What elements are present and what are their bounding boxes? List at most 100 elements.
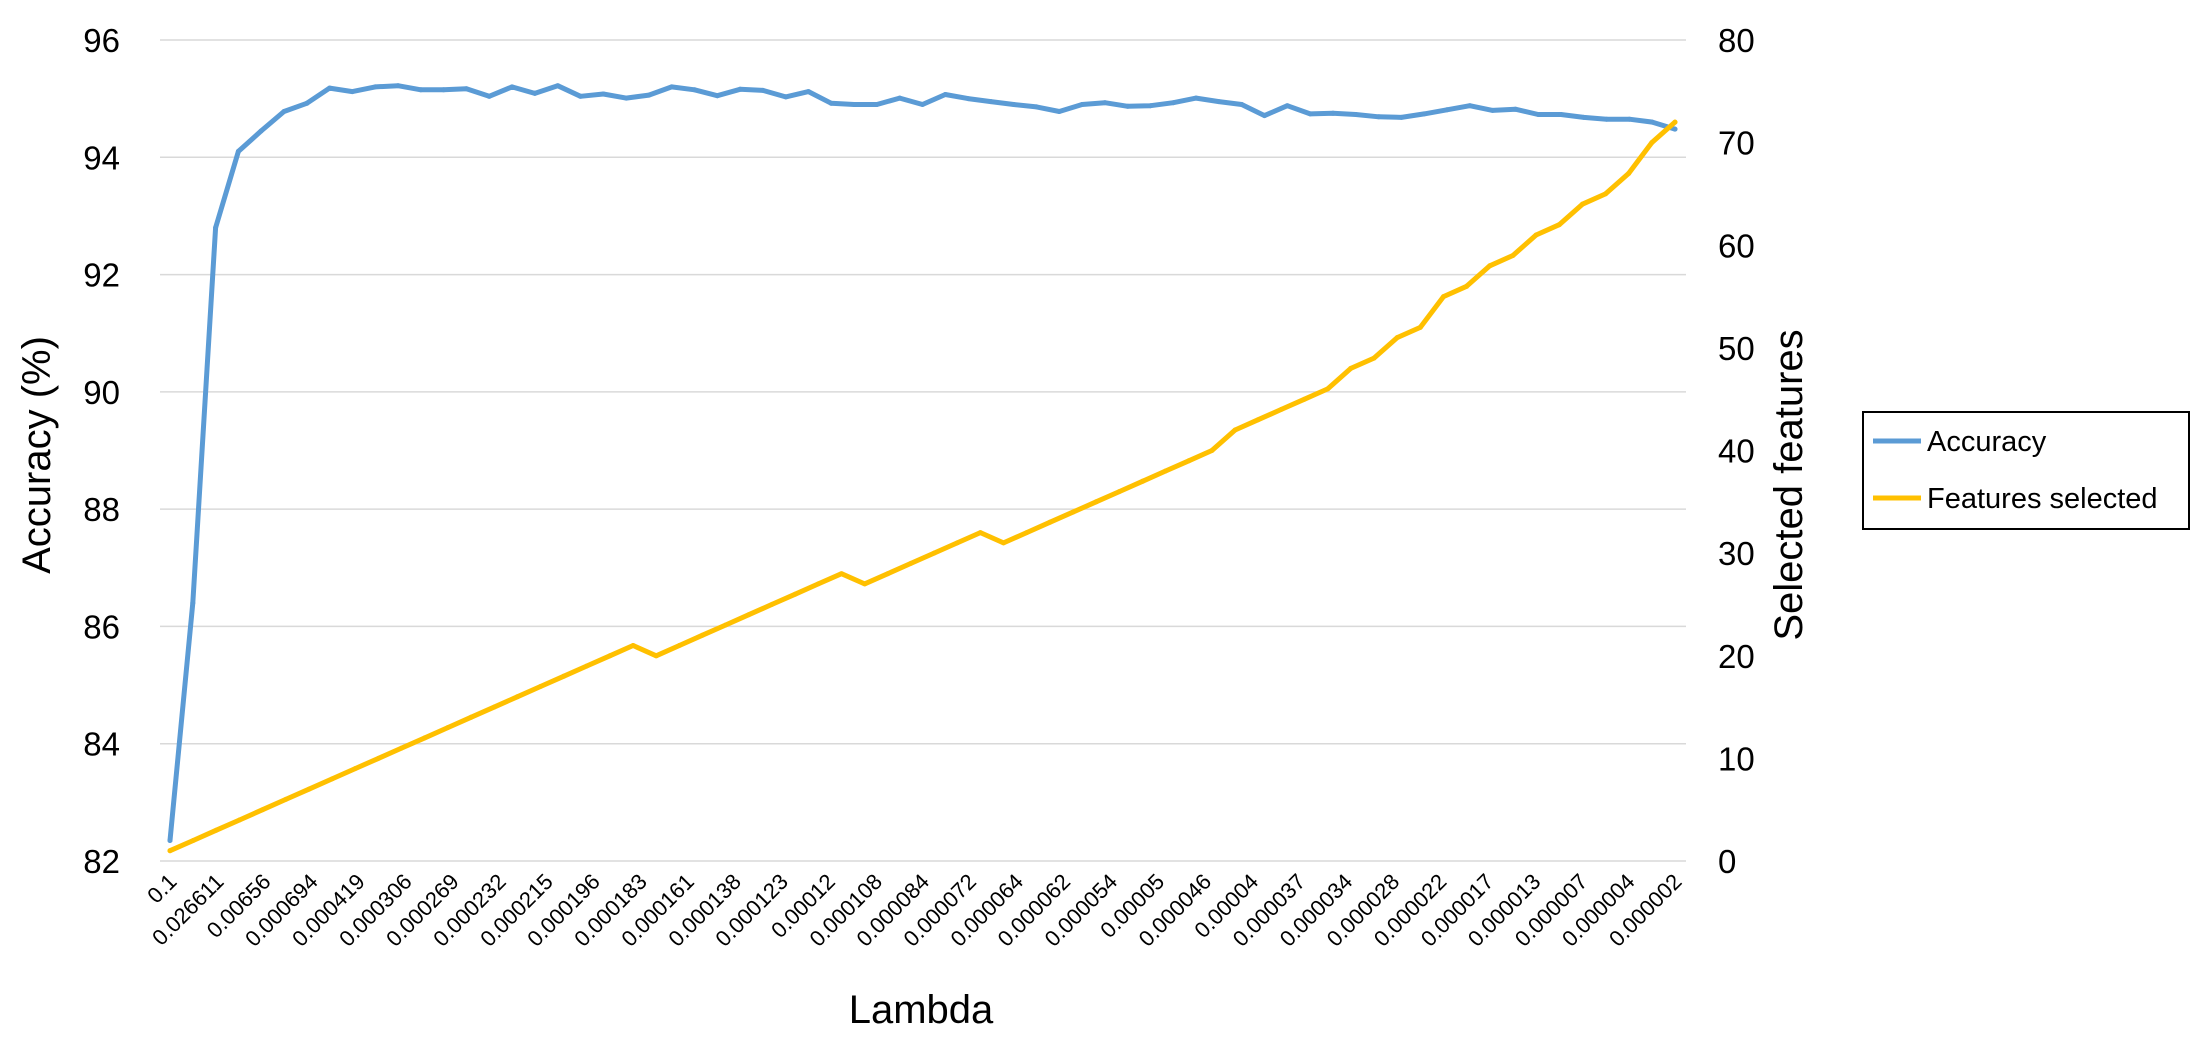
- y-tick-label: 90: [83, 374, 120, 411]
- data-point: [746, 612, 752, 618]
- x-axis-ticks: 0.10.0266110.006560.0006940.0004190.0003…: [142, 869, 1686, 952]
- data-point: [783, 94, 789, 100]
- data-point: [931, 550, 937, 556]
- data-point: [1330, 110, 1336, 116]
- data-point: [623, 95, 629, 101]
- data-point: [372, 84, 378, 90]
- data-point: [213, 827, 219, 833]
- data-point: [1398, 114, 1404, 120]
- data-point: [1394, 335, 1400, 341]
- data-point: [514, 694, 520, 700]
- data-point: [1464, 283, 1470, 289]
- data-point: [1070, 509, 1076, 515]
- y2-tick-label: 10: [1718, 740, 1755, 777]
- data-point: [509, 84, 515, 90]
- data-point: [237, 817, 242, 823]
- data-point: [862, 581, 868, 587]
- data-point: [1556, 222, 1562, 228]
- data-point: [714, 93, 720, 99]
- data-point: [769, 601, 775, 607]
- y2-tick-label: 30: [1718, 535, 1755, 572]
- legend-box: [1862, 411, 2190, 530]
- data-point: [815, 581, 821, 587]
- data-point: [491, 704, 497, 710]
- data-point: [1626, 170, 1632, 176]
- data-point: [1649, 140, 1655, 146]
- data-point: [954, 540, 960, 546]
- data-point: [213, 225, 219, 231]
- data-point: [676, 643, 682, 648]
- data-point: [486, 93, 492, 99]
- data-point: [555, 83, 561, 89]
- data-point: [1255, 417, 1261, 423]
- data-point: [306, 786, 312, 792]
- data-point: [1093, 499, 1099, 505]
- data-point: [1284, 103, 1290, 109]
- data-point: [584, 663, 590, 669]
- data-point: [908, 560, 914, 566]
- y-tick-label: 82: [83, 843, 120, 880]
- y2-tick-label: 70: [1718, 125, 1755, 162]
- data-point: [1604, 116, 1610, 122]
- data-point: [538, 684, 543, 689]
- data-point: [1535, 112, 1541, 117]
- data-point: [737, 86, 743, 92]
- data-point: [375, 755, 381, 761]
- data-point: [1672, 119, 1678, 125]
- series-layer: [167, 83, 1678, 854]
- data-point: [463, 86, 469, 92]
- data-point: [561, 673, 567, 679]
- data-point: [1603, 191, 1608, 197]
- data-point: [1148, 103, 1153, 109]
- x-tick-label: 0.1: [142, 869, 181, 908]
- data-point: [329, 776, 335, 782]
- gridlines: [160, 39, 1686, 862]
- data-point: [839, 571, 844, 577]
- data-point: [1302, 396, 1307, 402]
- data-point: [258, 128, 264, 134]
- data-point: [600, 91, 606, 97]
- data-point: [1216, 99, 1222, 105]
- data-point: [1163, 468, 1169, 474]
- data-point: [399, 745, 404, 751]
- y-tick-label: 96: [83, 22, 120, 59]
- data-point: [532, 90, 538, 96]
- data-point: [1490, 107, 1496, 113]
- data-point: [1262, 113, 1267, 119]
- data-point: [1512, 106, 1518, 112]
- series-line: [167, 83, 1678, 843]
- data-point: [1510, 253, 1516, 258]
- data-point: [1558, 112, 1564, 117]
- data-point: [1047, 519, 1053, 525]
- y2-tick-label: 80: [1718, 22, 1755, 59]
- data-point: [1371, 355, 1377, 361]
- legend-label-accuracy: Accuracy: [1927, 426, 2047, 458]
- data-point: [260, 807, 266, 813]
- data-point: [885, 571, 891, 577]
- data-point: [965, 96, 971, 102]
- data-point: [630, 643, 636, 648]
- data-point: [304, 100, 310, 106]
- data-point: [988, 99, 994, 105]
- y2-tick-label: 50: [1718, 330, 1755, 367]
- data-point: [1001, 540, 1006, 546]
- data-point: [1011, 102, 1017, 107]
- data-point: [723, 622, 729, 628]
- data-point: [1649, 119, 1655, 125]
- data-point: [1116, 489, 1122, 495]
- data-point: [445, 725, 451, 731]
- data-point: [190, 838, 196, 843]
- data-point: [874, 102, 880, 107]
- data-point: [167, 838, 173, 843]
- data-point: [1421, 111, 1427, 117]
- data-point: [1441, 294, 1446, 300]
- data-point: [1102, 100, 1108, 106]
- y2-tick-label: 20: [1718, 638, 1755, 675]
- series-line: [167, 119, 1678, 854]
- data-point: [1348, 365, 1354, 371]
- y-tick-label: 88: [83, 491, 120, 528]
- data-point: [283, 796, 289, 802]
- data-point: [1533, 232, 1539, 238]
- data-point: [760, 87, 766, 93]
- data-point: [281, 109, 287, 114]
